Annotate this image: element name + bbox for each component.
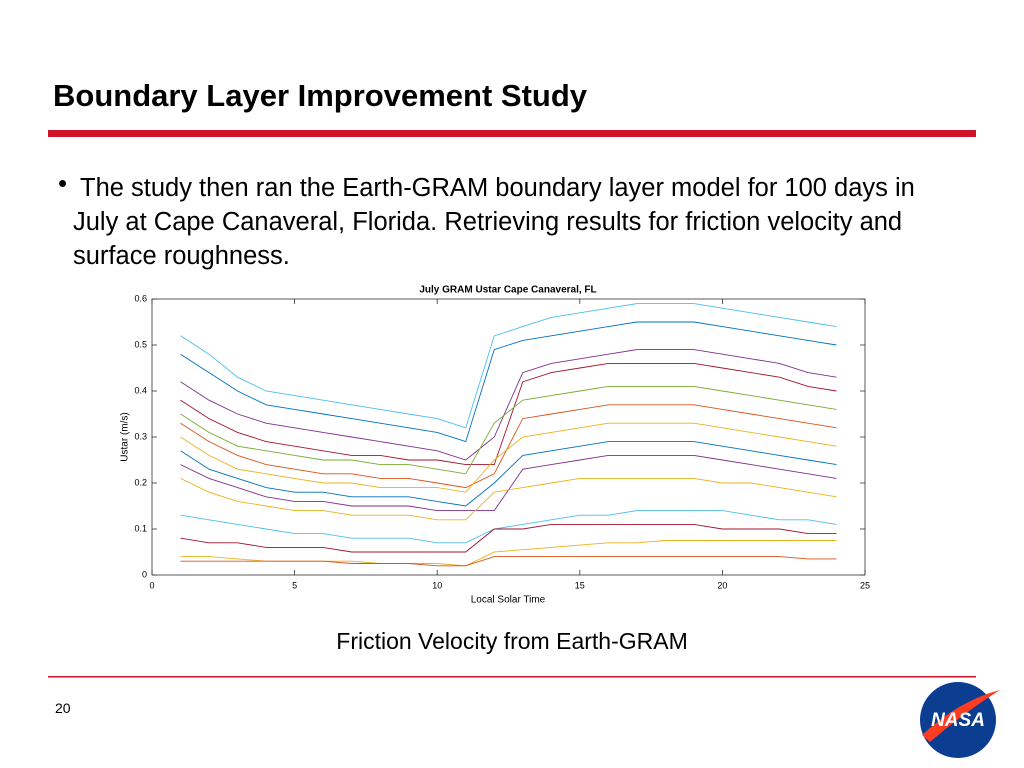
- logo-text: NASA: [931, 710, 985, 731]
- caption: Friction Velocity from Earth-GRAM: [336, 628, 688, 654]
- bullet-text: The study then ran the Earth-GRAM bounda…: [73, 174, 915, 270]
- series-line: [180, 362, 837, 466]
- y-tick-label: 0.2: [134, 477, 147, 487]
- x-tick-label: 10: [432, 580, 442, 590]
- logo-swoosh: [922, 690, 1000, 742]
- series-line: [180, 441, 837, 507]
- series-line: [180, 422, 837, 493]
- bullet-marker: •: [58, 168, 68, 198]
- y-tick-label: 0.4: [134, 385, 147, 395]
- series-line: [180, 349, 837, 461]
- y-tick-label: 0: [142, 569, 147, 579]
- plot-area: [151, 298, 866, 576]
- series-line: [180, 321, 837, 443]
- footer-rule: [48, 676, 976, 678]
- series-line: [180, 303, 837, 429]
- x-tick-label: 5: [292, 580, 297, 590]
- nasa-logo: NASA: [920, 682, 1000, 758]
- x-tick-label: 0: [149, 580, 154, 590]
- series-line: [180, 523, 837, 553]
- y-axis-label: Ustar (m/s): [120, 412, 131, 461]
- series-line: [180, 556, 837, 567]
- x-tick-label: 15: [575, 580, 585, 590]
- title-rule: [48, 130, 976, 137]
- y-tick-label: 0.1: [134, 523, 147, 533]
- series-line: [180, 510, 837, 544]
- series-line: [180, 404, 837, 489]
- chart-title: July GRAM Ustar Cape Canaveral, FL: [419, 285, 596, 296]
- page-number: 20: [55, 700, 71, 716]
- slide-title: Boundary Layer Improvement Study: [53, 78, 588, 113]
- x-tick-label: 20: [717, 580, 727, 590]
- series-line: [180, 477, 837, 521]
- y-tick-label: 0.6: [134, 293, 147, 303]
- x-axis-label: Local Solar Time: [471, 595, 546, 606]
- y-tick-label: 0.5: [134, 339, 147, 349]
- y-tick-label: 0.3: [134, 431, 147, 441]
- x-tick-label: 25: [860, 580, 870, 590]
- series-line: [180, 385, 837, 475]
